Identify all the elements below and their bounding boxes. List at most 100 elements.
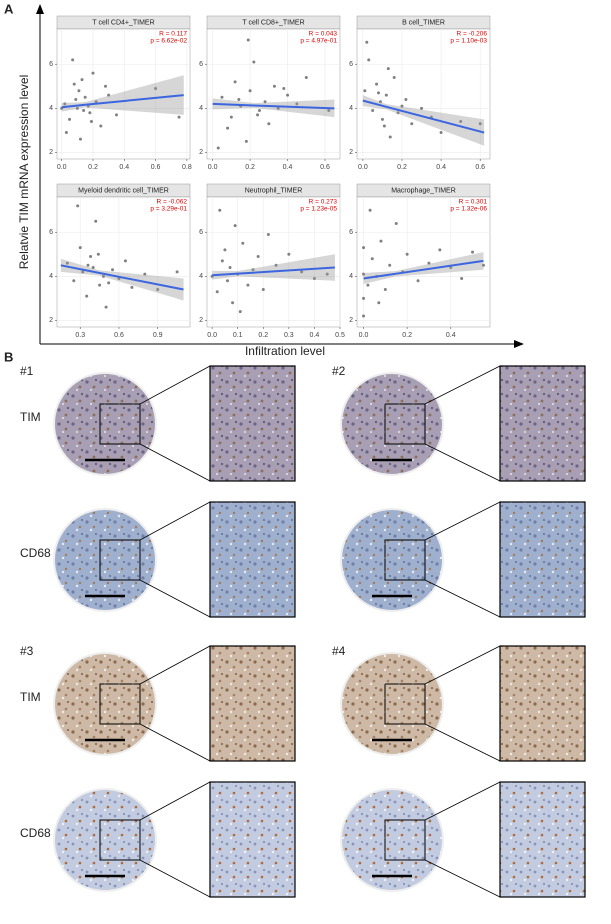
data-point [64,131,68,135]
roi-box [384,539,426,581]
data-point [104,305,108,309]
panel-label: A [4,1,14,16]
data-point [233,80,237,84]
stain-label: TIM [20,410,41,424]
data-point [267,122,271,126]
data-point [375,82,379,86]
data-point [63,102,67,106]
y-tick-label: 2 [349,149,353,156]
data-point [96,252,100,256]
x-tick-label: 0.4 [119,164,129,171]
plot-area [56,196,191,328]
panel-title: T cell CD4+_TIMER [92,19,154,26]
panel-label: B [4,349,13,364]
annotation: p = 4.97e-01 [300,38,337,45]
fit-line [60,264,184,291]
data-point [228,266,232,270]
data-point [379,239,383,243]
y-tick-label: 4 [49,105,53,112]
data-point [368,208,372,212]
data-point [263,100,267,104]
data-point [257,109,261,113]
data-point [404,98,408,102]
data-point [156,288,160,292]
zoom-line [139,645,211,685]
data-point [252,60,256,64]
roi-box [384,403,426,445]
data-point [86,263,90,267]
data-point [438,248,442,252]
data-point [325,272,329,276]
data-point [478,122,482,126]
annotation: p = 1.32e-06 [450,206,487,213]
zoom-line [424,781,501,821]
axis-arrow [514,340,524,348]
data-point [380,117,384,121]
data-point [274,263,278,267]
zoom-line [139,859,211,898]
x-tick-label: 0.4 [436,164,446,171]
data-point [223,248,227,252]
y-tick-label: 6 [49,229,53,236]
data-point [386,67,390,71]
zoom-line [424,723,501,762]
zoom-line [139,781,211,821]
x-tick-label: 0.6 [151,164,161,171]
data-point [481,263,485,267]
data-point [74,98,78,102]
y-tick-label: 4 [349,105,353,112]
data-point [282,86,286,90]
y-tick-label: 4 [49,273,53,280]
data-point [427,261,431,265]
data-point [261,288,265,292]
data-point [72,82,76,86]
confidence-band [60,258,184,301]
x-tick-label: 0.4 [283,164,293,171]
zoom-image [499,501,586,618]
y-tick-label: 6 [349,61,353,68]
data-point [400,104,404,108]
zoom-line [139,579,211,618]
annotation: p = 6.62e-02 [150,38,187,45]
y-tick-label: 2 [199,149,203,156]
data-point [220,95,224,99]
case-label: #4 [332,644,346,658]
data-point [300,270,304,274]
data-point [383,288,387,292]
x-tick-label: 0.4 [310,332,320,339]
stain-label: CD68 [20,826,51,840]
tissue-core [55,374,155,474]
data-point [229,115,233,119]
data-point [327,109,331,113]
annotation: R = 0.273 [309,199,338,206]
data-point [276,106,280,110]
annotation: R = 0.301 [459,199,488,206]
data-point [82,109,86,113]
data-point [394,221,398,225]
annotation: R = 0.117 [159,31,187,38]
data-point [420,106,424,110]
data-point [88,111,92,115]
data-point [83,95,87,99]
x-tick-label: 0.6 [475,164,485,171]
data-point [233,224,237,228]
zoom-line [139,443,211,482]
data-point [154,86,158,90]
data-point [143,272,147,276]
x-tick-label: 0.9 [153,332,163,339]
data-point [81,270,85,274]
data-point [94,219,98,223]
x-tick-label: 0.0 [207,332,217,339]
x-tick-label: 0.2 [402,332,412,339]
stain-label: TIM [20,690,41,704]
zoom-line [424,859,501,898]
data-point [80,78,84,82]
roi-box [99,819,141,861]
x-tick-label: 0.6 [114,332,124,339]
zoom-image [499,781,586,898]
confidence-band [363,252,484,285]
panel-title: T cell CD8+_TIMER [242,19,304,26]
data-point [362,314,366,318]
zoom-image [209,501,296,618]
data-point [89,120,93,124]
